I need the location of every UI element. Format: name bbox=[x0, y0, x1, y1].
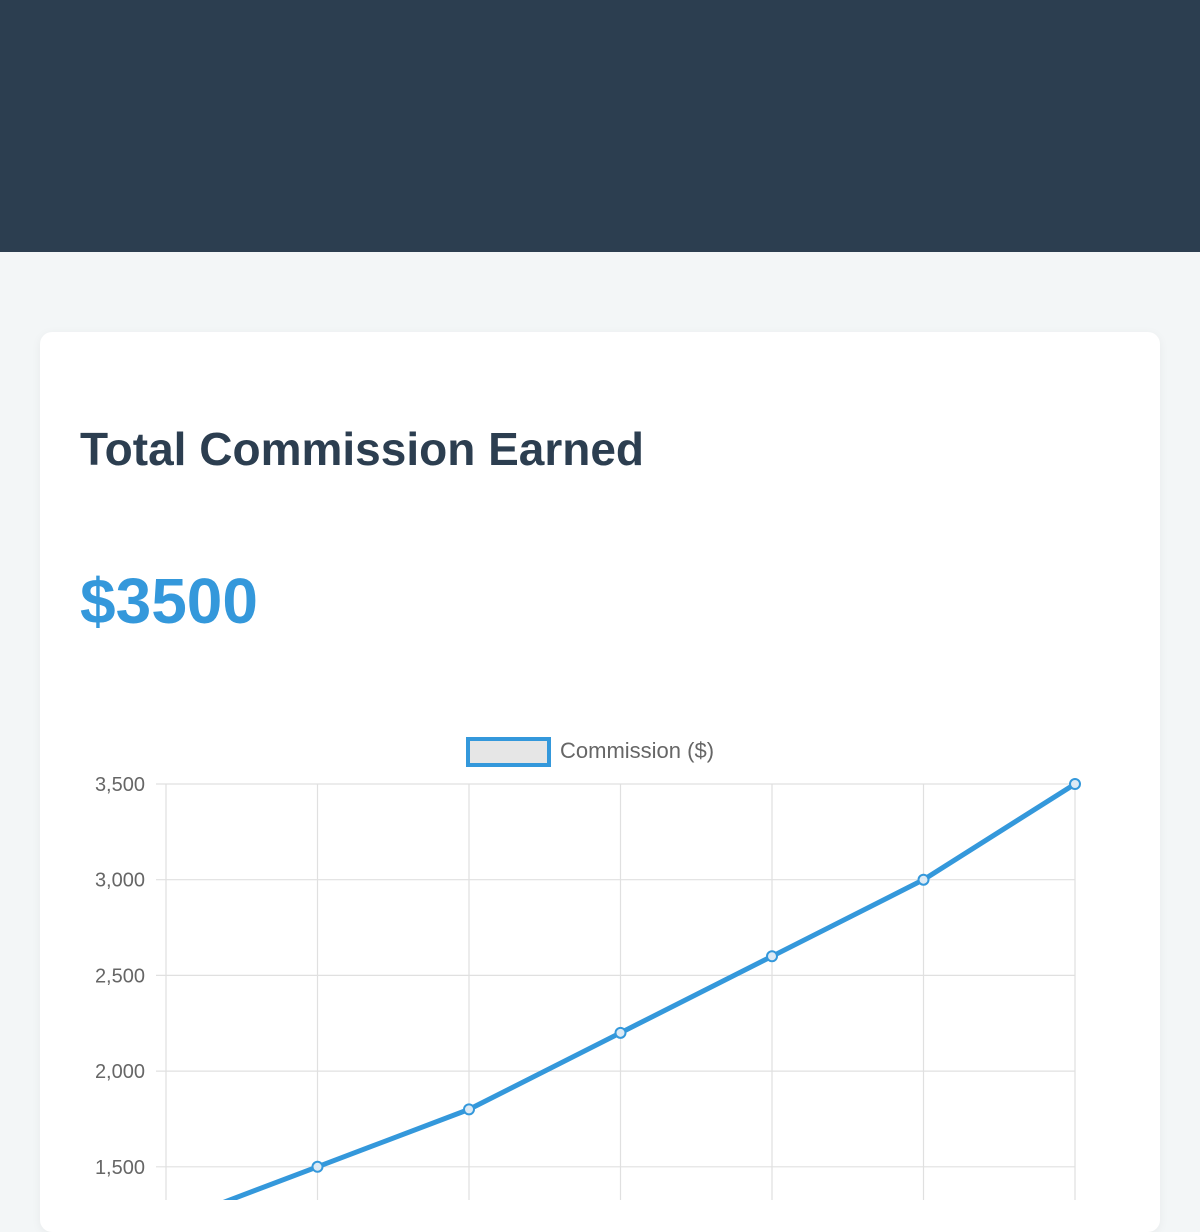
commission-line-chart: 1,500 2,000 2,500 3,000 3,500 Commission ($) bbox=[95, 737, 1081, 1200]
total-commission-value: $3500 bbox=[80, 565, 258, 637]
data-point[interactable] bbox=[917, 873, 930, 886]
data-point[interactable] bbox=[1069, 778, 1081, 790]
chart-grid bbox=[156, 783, 1076, 1200]
data-point[interactable] bbox=[614, 1026, 627, 1039]
data-point[interactable] bbox=[766, 950, 778, 963]
legend-swatch[interactable] bbox=[466, 737, 551, 767]
data-point[interactable] bbox=[463, 1103, 475, 1116]
card-title: Total Commission Earned bbox=[80, 423, 645, 475]
y-tick-label: 1,500 bbox=[95, 1157, 145, 1179]
y-tick-label: 2,000 bbox=[95, 1061, 145, 1083]
y-tick-label: 2,500 bbox=[95, 965, 145, 987]
top-header-bar bbox=[0, 0, 1200, 252]
data-points bbox=[311, 778, 1081, 1173]
chart-legend[interactable]: Commission ($) bbox=[466, 737, 714, 767]
data-point[interactable] bbox=[311, 1160, 324, 1173]
commission-card: Total Commission Earned $3500 bbox=[40, 332, 1160, 1232]
y-tick-label: 3,000 bbox=[95, 870, 145, 892]
y-axis-ticks: 1,500 2,000 2,500 3,000 3,500 bbox=[95, 774, 145, 1179]
y-tick-label: 3,500 bbox=[95, 774, 145, 796]
legend-label-commission[interactable]: Commission ($) bbox=[560, 738, 714, 763]
